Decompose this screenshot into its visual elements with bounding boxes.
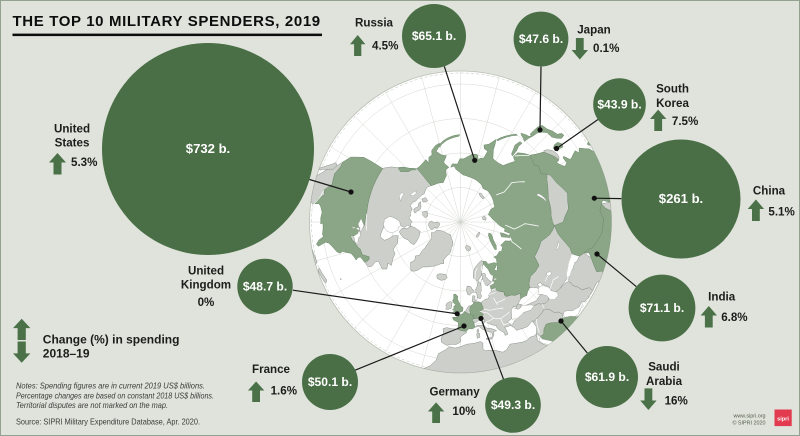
svg-text:$50.1 b.: $50.1 b. <box>308 375 352 389</box>
svg-text:16%: 16% <box>665 395 688 408</box>
svg-text:© SIPRI 2020: © SIPRI 2020 <box>732 420 765 427</box>
svg-text:6.8%: 6.8% <box>721 311 747 324</box>
svg-text:$43.9 b.: $43.9 b. <box>597 98 641 112</box>
svg-text:$261 b.: $261 b. <box>659 191 703 206</box>
svg-text:France: France <box>252 363 291 376</box>
svg-text:United: United <box>54 122 90 135</box>
svg-text:$48.7 b.: $48.7 b. <box>243 280 287 294</box>
svg-text:7.5%: 7.5% <box>672 115 698 128</box>
svg-text:Kingdom: Kingdom <box>181 279 231 292</box>
svg-text:10%: 10% <box>452 405 475 418</box>
svg-text:4.5%: 4.5% <box>372 39 398 52</box>
svg-text:$732 b.: $732 b. <box>186 141 230 156</box>
svg-text:Germany: Germany <box>429 386 480 399</box>
svg-text:Territorial disputes are not m: Territorial disputes are not marked on t… <box>16 401 168 410</box>
svg-text:0.1%: 0.1% <box>593 42 619 55</box>
svg-text:States: States <box>55 137 90 150</box>
svg-text:sipri: sipri <box>777 417 789 423</box>
svg-text:China: China <box>753 185 786 198</box>
svg-text:Russia: Russia <box>355 17 394 30</box>
svg-text:Source: SIPRI Military Expendi: Source: SIPRI Military Expenditure Datab… <box>16 416 200 426</box>
svg-text:1.6%: 1.6% <box>271 384 297 397</box>
svg-text:2018–19: 2018–19 <box>43 347 90 361</box>
svg-text:Arabia: Arabia <box>646 375 683 388</box>
svg-text:$71.1 b.: $71.1 b. <box>640 301 684 315</box>
svg-text:United: United <box>188 264 224 277</box>
svg-text:$61.9 b.: $61.9 b. <box>585 370 629 384</box>
svg-text:South: South <box>656 83 689 96</box>
svg-text:India: India <box>708 291 736 304</box>
svg-text:Japan: Japan <box>577 23 611 36</box>
svg-text:Korea: Korea <box>656 97 689 110</box>
svg-text:5.3%: 5.3% <box>71 156 97 169</box>
svg-text:www.sipri.org: www.sipri.org <box>732 413 765 419</box>
svg-text:0%: 0% <box>198 296 215 309</box>
svg-text:5.1%: 5.1% <box>768 205 794 218</box>
svg-text:Percentage changes are based o: Percentage changes are based on constant… <box>16 391 214 400</box>
svg-text:$47.6 b.: $47.6 b. <box>519 32 563 46</box>
svg-text:$65.1 b.: $65.1 b. <box>412 29 456 43</box>
svg-text:THE TOP 10 MILITARY SPENDERS,: THE TOP 10 MILITARY SPENDERS, 2019 <box>13 13 321 30</box>
svg-text:$49.3 b.: $49.3 b. <box>491 398 535 412</box>
svg-text:Notes: Spending figures are in: Notes: Spending figures are in current 2… <box>16 382 205 391</box>
svg-text:Saudi: Saudi <box>648 361 680 374</box>
svg-text:Change (%) in spending: Change (%) in spending <box>43 332 180 346</box>
